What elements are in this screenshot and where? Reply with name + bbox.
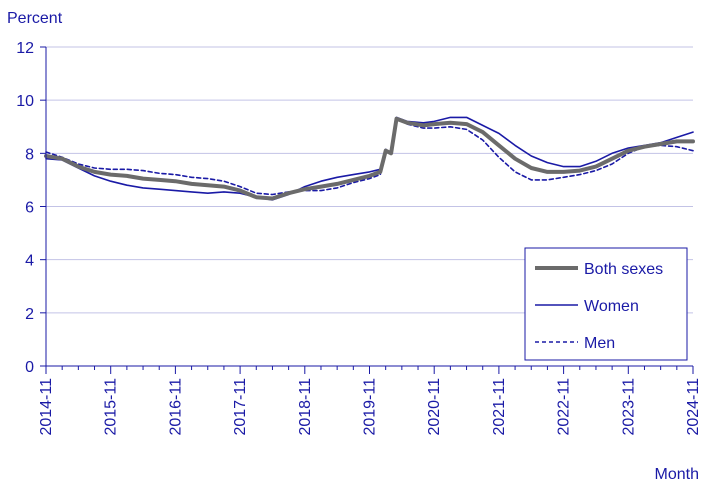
series-lines (44, 116, 695, 201)
x-tick-label: 2017-11 (232, 378, 249, 436)
x-tick-label: 2014-11 (38, 378, 55, 436)
legend: Both sexes Women Men (524, 247, 688, 361)
x-tick-label: 2016-11 (167, 378, 184, 436)
legend-label-men: Men (584, 335, 615, 352)
x-tick-label: 2024-11 (685, 378, 702, 436)
y-axis-ticks: 0 2 4 6 8 10 12 (16, 40, 46, 376)
y-axis-title: Percent (7, 10, 63, 27)
series-line-women (45, 116, 694, 201)
x-axis-ticks: 2014-11 2015-11 2016-11 2017-11 2018-11 2019-… (38, 366, 702, 436)
x-tick-label: 2019-11 (362, 378, 379, 436)
y-tick-label: 10 (16, 93, 34, 110)
y-tick-label: 2 (25, 306, 34, 323)
x-axis-title: Month (655, 466, 699, 483)
series-line-men (45, 118, 694, 196)
x-tick-label: 2020-11 (426, 378, 443, 436)
x-tick-label: 2021-11 (491, 378, 508, 436)
y-tick-label: 12 (16, 40, 34, 57)
series-line-both-sexes (44, 116, 695, 201)
y-tick-label: 0 (25, 359, 34, 376)
x-tick-label: 2022-11 (556, 378, 573, 436)
x-tick-label: 2023-11 (620, 378, 637, 436)
y-tick-label: 4 (25, 253, 34, 270)
y-tick-label: 8 (25, 146, 34, 163)
x-tick-label: 2018-11 (297, 378, 314, 436)
y-tick-label: 6 (25, 200, 34, 217)
legend-label-women: Women (584, 298, 639, 315)
legend-label-both-sexes: Both sexes (584, 261, 663, 278)
x-tick-label: 2015-11 (103, 378, 120, 436)
